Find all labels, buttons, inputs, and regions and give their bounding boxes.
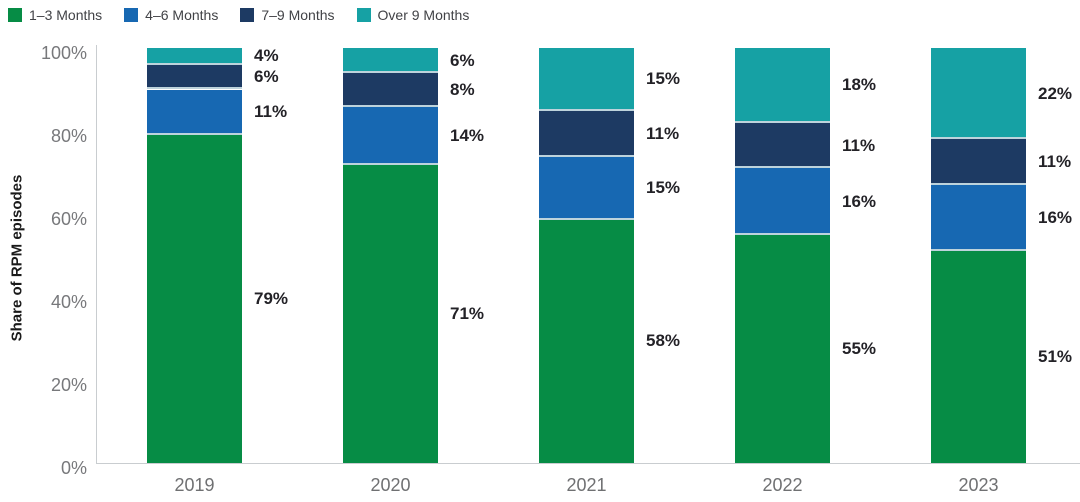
- legend: 1–3 Months 4–6 Months 7–9 Months Over 9 Mon…: [8, 6, 469, 24]
- segment-data-label: 58%: [646, 331, 681, 351]
- bar-segment-2019: [147, 48, 242, 65]
- segment-data-label: 15%: [646, 178, 681, 198]
- legend-item: Over 9 Months: [356, 7, 470, 23]
- y-tick-label: 60%: [50, 209, 87, 229]
- bar-segment-2020: [343, 73, 438, 107]
- y-tick-label: 0%: [60, 458, 87, 478]
- bar-segment-2023: [931, 139, 1026, 185]
- x-tick-label: 2020: [370, 475, 411, 495]
- bar-segment-2019: [147, 135, 242, 463]
- y-tick-label: 100%: [40, 43, 87, 63]
- bar-segment-2022: [735, 122, 830, 169]
- segment-data-label: 79%: [254, 289, 289, 309]
- segment-data-label: 18%: [842, 75, 877, 95]
- x-tick-label: 2019: [174, 475, 215, 495]
- bar-segment-2020: [343, 48, 438, 74]
- legend-swatch: [240, 8, 255, 22]
- legend-swatch: [124, 8, 139, 22]
- segment-data-label: 6%: [254, 67, 279, 87]
- y-axis-title: Share of RPM episodes: [8, 174, 26, 342]
- legend-item: 1–3 Months: [8, 7, 102, 23]
- segment-data-label: 16%: [842, 191, 877, 211]
- x-tick-label: 2022: [762, 475, 803, 495]
- bar-segment-2023: [931, 251, 1026, 463]
- legend-item: 4–6 Months: [124, 7, 218, 23]
- y-tick-label: 20%: [50, 375, 87, 395]
- segment-data-label: 22%: [1038, 83, 1073, 103]
- segment-data-label: 71%: [450, 304, 485, 324]
- segment-data-label: 16%: [1038, 208, 1073, 228]
- y-tick-label: 80%: [50, 126, 87, 146]
- bar-segment-2019: [147, 89, 242, 136]
- segment-data-label: 14%: [450, 126, 485, 146]
- segment-data-label: 8%: [450, 79, 475, 99]
- legend-swatch: [356, 8, 371, 22]
- bar-segment-2023: [931, 48, 1026, 140]
- y-tick-label: 40%: [50, 292, 87, 312]
- segment-data-label: 11%: [842, 135, 876, 155]
- legend-label: Over 9 Months: [377, 7, 470, 23]
- legend-label: 1–3 Months: [29, 7, 103, 23]
- bar-segment-2022: [735, 234, 830, 463]
- segment-data-label: 11%: [254, 102, 288, 122]
- x-tick-label: 2021: [566, 475, 607, 495]
- bar-segment-2021: [539, 48, 634, 111]
- bar-segment-2021: [539, 156, 634, 220]
- segment-data-label: 55%: [842, 338, 877, 358]
- legend-label: 4–6 Months: [145, 7, 219, 23]
- legend-item: 7–9 Months: [240, 7, 335, 23]
- bar-segment-2022: [735, 48, 830, 123]
- segment-data-label: 4%: [254, 46, 279, 66]
- bar-segment-2019: [147, 64, 242, 90]
- x-tick-label: 2023: [958, 475, 999, 495]
- x-axis-line: [96, 463, 1080, 464]
- segment-data-label: 6%: [450, 50, 475, 70]
- bar-segment-2020: [343, 106, 438, 166]
- bar-segment-2020: [343, 165, 438, 463]
- segment-data-label: 15%: [646, 69, 681, 89]
- y-axis-line: [96, 45, 97, 463]
- bar-segment-2022: [735, 168, 830, 235]
- bar-segment-2021: [539, 110, 634, 157]
- legend-label: 7–9 Months: [261, 7, 335, 23]
- segment-data-label: 11%: [1038, 152, 1072, 172]
- bar-segment-2023: [931, 184, 1026, 252]
- segment-data-label: 11%: [646, 123, 680, 143]
- bar-segment-2021: [539, 219, 634, 463]
- segment-data-label: 51%: [1038, 347, 1073, 367]
- legend-swatch: [8, 8, 22, 22]
